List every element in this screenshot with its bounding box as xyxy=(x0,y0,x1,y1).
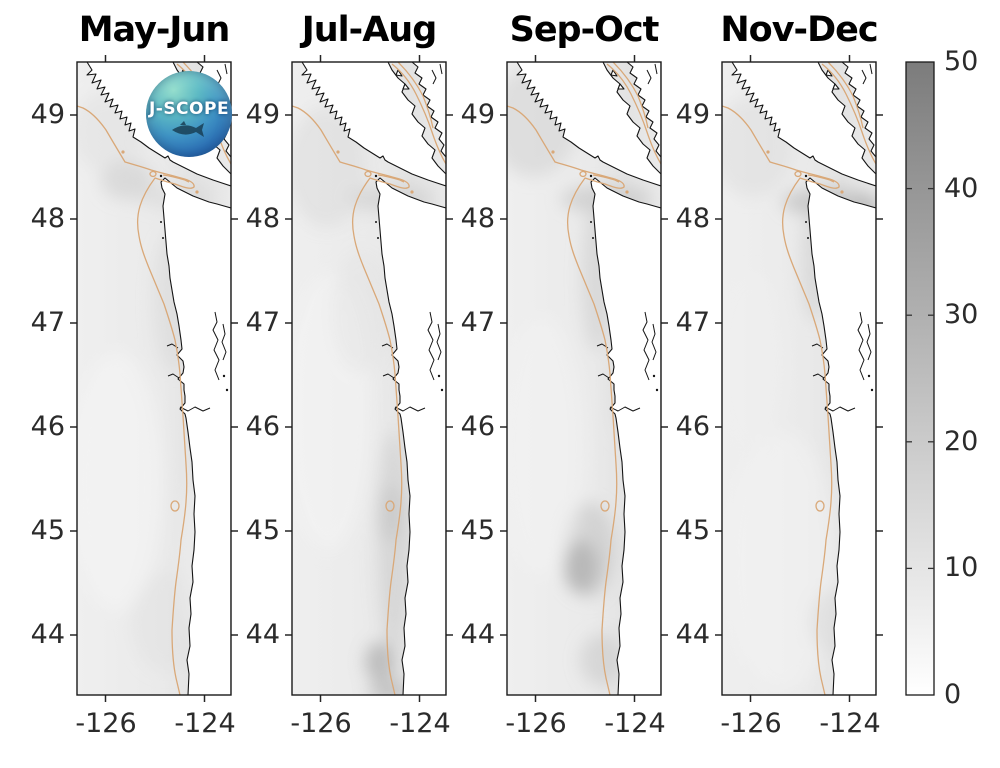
y-tick-label: 44 xyxy=(675,619,710,650)
y-tick-label: 45 xyxy=(245,515,280,546)
y-tick-label: 49 xyxy=(245,99,280,130)
y-tick-label: 49 xyxy=(30,99,65,130)
y-axis-labels-panel-3: 49 48 47 46 45 44 xyxy=(451,62,499,695)
y-tick-label: 44 xyxy=(30,619,65,650)
y-tick-label: 45 xyxy=(460,515,495,546)
map-panel-sep-oct xyxy=(499,54,669,703)
y-tick-label: 48 xyxy=(30,203,65,234)
logo-text: J-SCOPE xyxy=(148,99,230,119)
x-tick-label: -124 xyxy=(389,708,451,739)
y-axis-labels-panel-1: 49 48 47 46 45 44 xyxy=(21,62,69,695)
y-tick-label: 49 xyxy=(675,99,710,130)
y-tick-label: 48 xyxy=(460,203,495,234)
y-tick-label: 46 xyxy=(30,411,65,442)
fish-icon xyxy=(172,121,204,137)
y-tick-label: 47 xyxy=(460,307,495,338)
colorbar-tick-label: 30 xyxy=(944,299,979,330)
y-tick-label: 46 xyxy=(245,411,280,442)
y-axis-labels-panel-2: 49 48 47 46 45 44 xyxy=(236,62,284,695)
panel-title-nov-dec: Nov-Dec xyxy=(720,10,878,50)
panel-title-may-jun: May-Jun xyxy=(78,10,231,50)
y-tick-label: 44 xyxy=(460,619,495,650)
y-tick-label: 44 xyxy=(245,619,280,650)
colorbar-tick-label: 10 xyxy=(944,552,979,583)
x-tick-label: -126 xyxy=(720,708,782,739)
x-tick-label: -126 xyxy=(290,708,352,739)
y-tick-label: 47 xyxy=(245,307,280,338)
jscope-logo: J-SCOPE xyxy=(146,71,232,157)
x-tick-label: -124 xyxy=(819,708,881,739)
colorbar-tick-label: 20 xyxy=(944,426,979,457)
y-axis-labels-panel-4: 49 48 47 46 45 44 xyxy=(666,62,714,695)
x-tick-label: -124 xyxy=(174,708,236,739)
x-tick-label: -126 xyxy=(75,708,137,739)
y-tick-label: 49 xyxy=(460,99,495,130)
y-tick-label: 46 xyxy=(675,411,710,442)
y-tick-label: 48 xyxy=(675,203,710,234)
panel-title-jul-aug: Jul-Aug xyxy=(301,10,438,50)
colorbar-tick-label: 0 xyxy=(944,679,962,710)
colorbar-tick-label: 50 xyxy=(944,46,979,77)
y-tick-label: 45 xyxy=(675,515,710,546)
map-panel-nov-dec xyxy=(714,54,884,703)
map-panel-may-jun xyxy=(69,54,239,703)
y-tick-label: 48 xyxy=(245,203,280,234)
panel-title-sep-oct: Sep-Oct xyxy=(509,10,660,50)
colorbar-tick-label: 40 xyxy=(944,173,979,204)
y-tick-label: 45 xyxy=(30,515,65,546)
map-panel-jul-aug xyxy=(284,54,454,703)
y-tick-label: 47 xyxy=(30,307,65,338)
x-tick-label: -126 xyxy=(505,708,567,739)
colorbar xyxy=(905,61,935,696)
y-tick-label: 46 xyxy=(460,411,495,442)
x-tick-label: -124 xyxy=(604,708,666,739)
y-tick-label: 47 xyxy=(675,307,710,338)
